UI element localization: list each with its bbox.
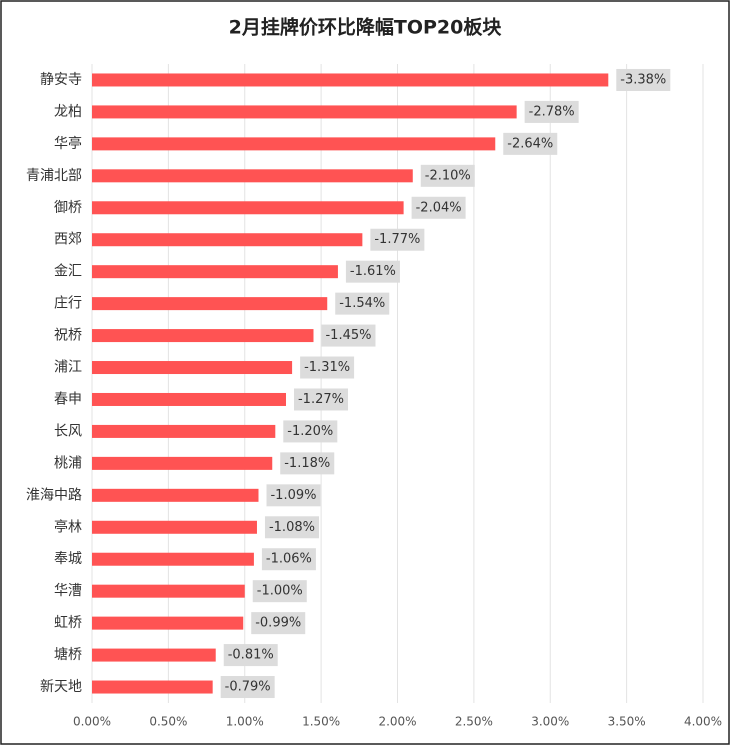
bar — [92, 297, 328, 311]
value-label: -1.31% — [304, 360, 350, 375]
bar — [92, 520, 257, 534]
y-tick-label: 虹桥 — [54, 615, 82, 631]
value-label: -0.81% — [228, 648, 274, 663]
value-label: -2.64% — [507, 136, 553, 151]
value-label-bg — [251, 612, 306, 635]
y-tick-label: 西郊 — [54, 231, 82, 248]
bar — [92, 233, 363, 247]
x-tick-label: 1.00% — [226, 715, 264, 729]
bar — [92, 616, 244, 630]
y-tick-label: 青浦北部 — [26, 168, 82, 184]
value-label-bg — [283, 420, 338, 443]
value-label-bg — [264, 516, 319, 539]
value-label: -1.77% — [374, 232, 420, 247]
bar — [92, 361, 293, 375]
value-label: -2.78% — [529, 104, 575, 119]
value-label-bg — [220, 676, 275, 699]
y-tick-label: 华漕 — [54, 583, 82, 599]
value-label-bg — [616, 68, 671, 91]
value-label: -1.08% — [269, 520, 315, 535]
bar — [92, 137, 496, 151]
x-tick-label: 3.50% — [608, 715, 646, 729]
value-label: -1.61% — [350, 264, 396, 279]
bar — [92, 488, 259, 502]
value-label-bg — [300, 356, 355, 379]
y-tick-label: 浦江 — [54, 360, 82, 376]
value-label-bg — [524, 100, 579, 123]
bar — [92, 552, 254, 566]
bar — [92, 73, 609, 87]
value-label: -1.45% — [325, 328, 371, 343]
value-label: -0.99% — [255, 616, 301, 631]
value-label-bg — [293, 388, 348, 411]
y-tick-label: 桃浦 — [54, 455, 82, 471]
value-label-bg — [420, 164, 475, 187]
x-tick-label: 0.50% — [149, 715, 187, 729]
bar — [92, 680, 213, 694]
value-label-bg — [266, 484, 321, 507]
y-tick-label: 塘桥 — [54, 647, 82, 663]
bar — [92, 201, 404, 215]
value-label: -3.38% — [620, 72, 666, 87]
value-label-bg — [411, 196, 466, 219]
x-tick-label: 2.50% — [455, 715, 493, 729]
x-tick-label: 2.00% — [378, 715, 416, 729]
value-label-bg — [370, 228, 425, 251]
y-tick-label: 龙柏 — [54, 104, 82, 120]
value-label: -1.06% — [266, 552, 312, 567]
value-label: -1.54% — [339, 296, 385, 311]
y-tick-label: 静安寺 — [40, 72, 82, 88]
value-label: -1.27% — [298, 392, 344, 407]
bar — [92, 648, 216, 662]
value-label: -2.04% — [416, 200, 462, 215]
x-tick-label: 1.50% — [302, 715, 340, 729]
value-label-bg — [345, 260, 400, 283]
y-tick-label: 庄行 — [54, 295, 82, 312]
value-label-bg — [321, 324, 376, 347]
bar — [92, 424, 276, 438]
bar — [92, 584, 245, 598]
chart-title: 2月挂牌价环比降幅TOP20板块 — [229, 16, 503, 39]
bar — [92, 105, 517, 119]
value-label-bg — [261, 548, 316, 571]
x-tick-label: 4.00% — [684, 715, 722, 729]
y-tick-label: 亭林 — [54, 518, 82, 535]
value-label: -1.00% — [257, 584, 303, 599]
value-label-bg — [252, 580, 307, 603]
y-tick-label: 淮海中路 — [26, 487, 82, 503]
value-label-bg — [335, 292, 390, 315]
y-tick-label: 新天地 — [40, 679, 82, 695]
y-tick-label: 春申 — [54, 391, 82, 407]
bar — [92, 329, 314, 343]
x-tick-label: 0.00% — [73, 715, 111, 729]
y-tick-label: 奉城 — [54, 551, 82, 567]
bar — [92, 392, 286, 406]
y-tick-label: 华亭 — [54, 135, 82, 152]
y-tick-label: 祝桥 — [54, 328, 82, 344]
bar — [92, 169, 413, 183]
value-label: -1.09% — [270, 488, 316, 503]
value-label-bg — [503, 132, 558, 155]
y-tick-label: 金汇 — [54, 264, 82, 280]
value-label: -1.18% — [284, 456, 330, 471]
y-tick-label: 长风 — [54, 423, 82, 439]
value-label: -0.79% — [225, 680, 271, 695]
bar — [92, 265, 338, 279]
y-tick-label: 御桥 — [54, 200, 82, 216]
value-label: -2.10% — [425, 168, 471, 183]
value-label-bg — [280, 452, 335, 475]
x-tick-label: 3.00% — [531, 715, 569, 729]
bar — [92, 456, 273, 470]
value-label-bg — [223, 644, 278, 667]
value-label: -1.20% — [287, 424, 333, 439]
